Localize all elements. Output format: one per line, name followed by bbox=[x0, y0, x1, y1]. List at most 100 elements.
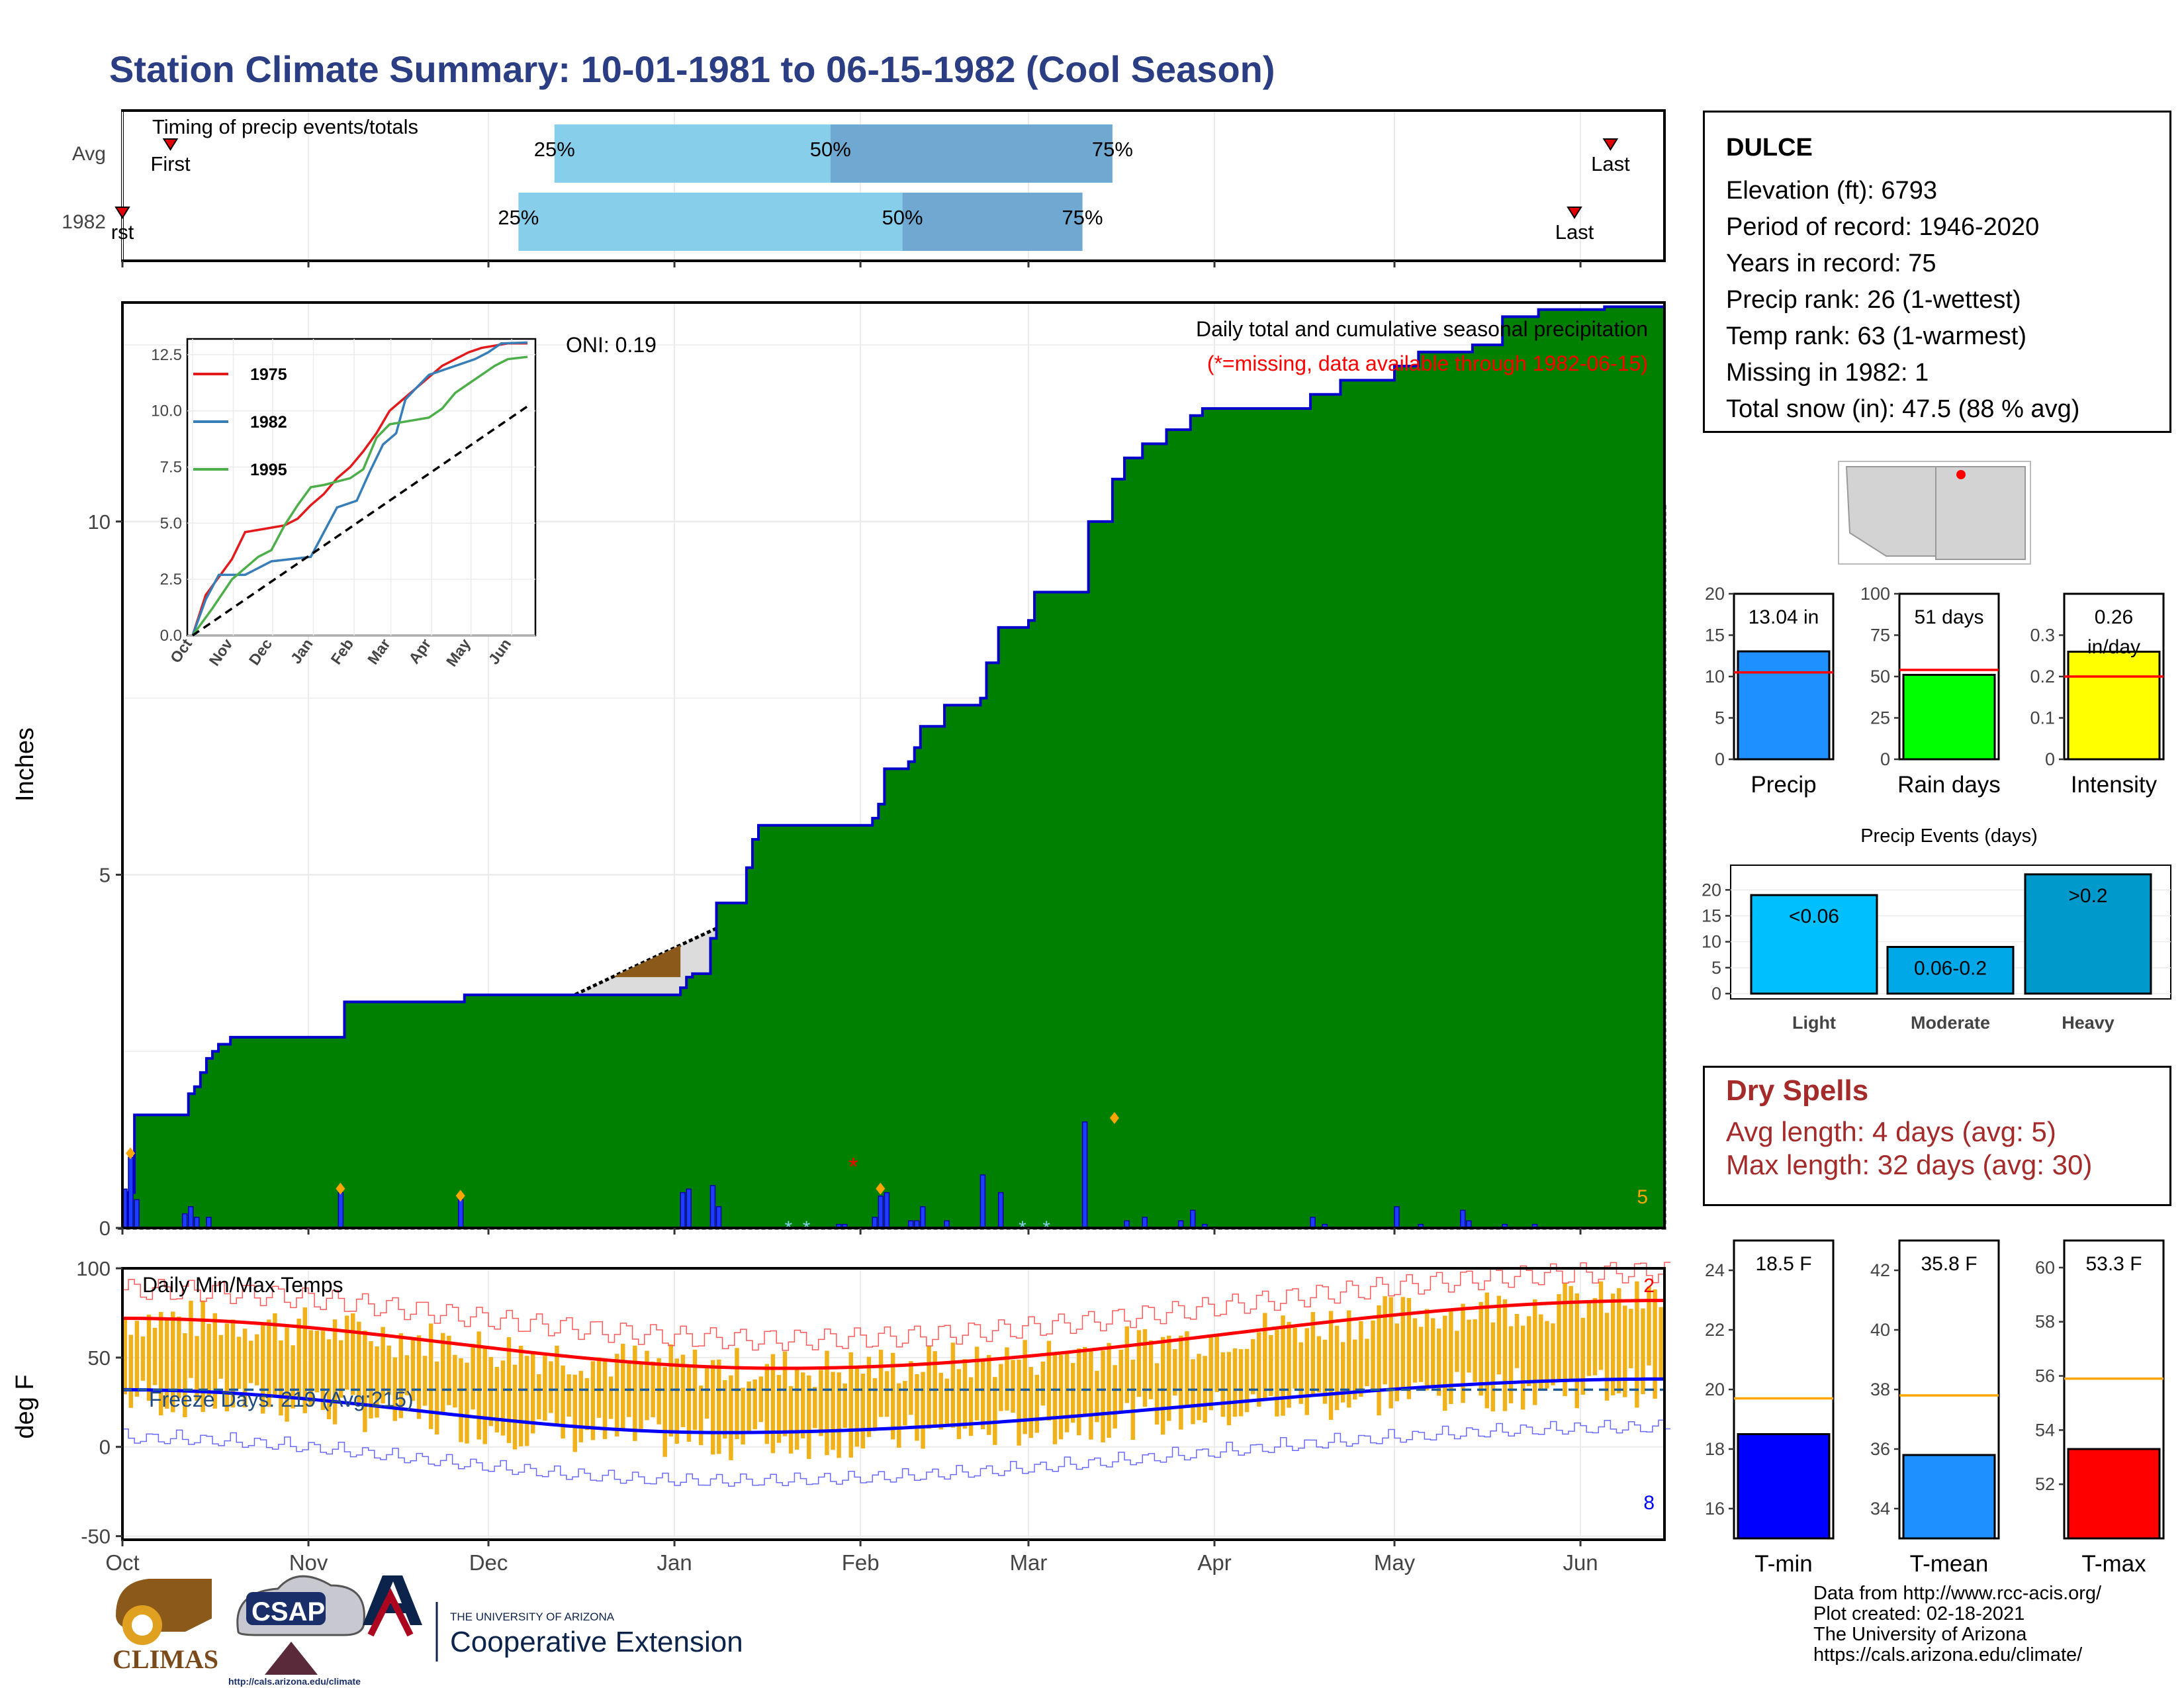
temp-daily-bar bbox=[1160, 1336, 1165, 1435]
temp-daily-bar bbox=[1346, 1310, 1351, 1408]
location-map bbox=[1838, 461, 2031, 565]
temp-y-axis: -50 0 50 100 bbox=[76, 1257, 122, 1548]
temp-daily-bar bbox=[1508, 1326, 1514, 1403]
summary-value-label: 0.26 bbox=[2095, 606, 2133, 628]
station-precip-rank: Precip rank: 26 (1-wettest) bbox=[1726, 286, 2021, 314]
timing-last-marker-label: Last bbox=[1591, 152, 1630, 175]
temp-daily-bar bbox=[441, 1333, 445, 1412]
temp-daily-bar bbox=[1058, 1354, 1064, 1440]
temp-daily-bar bbox=[968, 1377, 974, 1436]
summary-ytick-label: 52 bbox=[2035, 1474, 2055, 1494]
timing-p25-label: 25% bbox=[534, 138, 575, 161]
temp-daily-bar bbox=[296, 1319, 301, 1399]
temp-daily-bar bbox=[884, 1371, 889, 1417]
temp-daily-bar bbox=[1365, 1338, 1369, 1387]
temp-daily-bar bbox=[122, 1319, 127, 1395]
temp-daily-bar bbox=[410, 1340, 416, 1401]
summary-ytick-label: 0.3 bbox=[2030, 626, 2055, 645]
temp-daily-bar bbox=[1130, 1360, 1136, 1440]
temp-daily-bar bbox=[933, 1351, 937, 1425]
temp-daily-bar bbox=[1197, 1354, 1201, 1421]
summary-ytick-label: 5 bbox=[1715, 708, 1725, 728]
temp-daily-bar bbox=[1046, 1340, 1052, 1421]
temp-daily-bar bbox=[1371, 1320, 1375, 1389]
summary-ytick-label: 56 bbox=[2035, 1366, 2055, 1386]
temp-daily-bar bbox=[494, 1367, 500, 1432]
summary-ytick-label: 38 bbox=[1870, 1380, 1890, 1399]
temp-daily-bar bbox=[177, 1316, 181, 1399]
temp-daily-bar bbox=[189, 1300, 193, 1378]
temp-daily-bar bbox=[1328, 1311, 1334, 1420]
temp-daily-bar bbox=[1287, 1321, 1291, 1408]
inset-line-Avg bbox=[192, 405, 529, 637]
temp-daily-bar bbox=[1167, 1335, 1171, 1421]
temp-daily-bar bbox=[363, 1331, 367, 1432]
temp-daily-bar bbox=[717, 1359, 721, 1454]
temp-daily-bar bbox=[1377, 1305, 1381, 1416]
temp-ytick-label: 0 bbox=[99, 1436, 111, 1459]
temp-daily-bar bbox=[692, 1349, 698, 1430]
temp-daily-bar bbox=[308, 1330, 314, 1407]
temp-daily-bar bbox=[488, 1356, 494, 1427]
inset-frame bbox=[186, 338, 537, 637]
temp-daily-bar bbox=[921, 1372, 925, 1449]
dry-spells-title: Dry Spells bbox=[1726, 1074, 1869, 1107]
precip-events-ytick-label: 10 bbox=[1702, 932, 1721, 952]
precip-ylabel: Inches bbox=[11, 727, 39, 802]
csap-url: http://cals.arizona.edu/climate bbox=[228, 1676, 361, 1687]
temp-daily-bar bbox=[465, 1362, 469, 1444]
summary-ytick-label: 50 bbox=[1870, 667, 1890, 686]
temp-daily-bar bbox=[1353, 1339, 1357, 1400]
summary-ytick-label: 75 bbox=[1870, 626, 1890, 645]
temp-daily-bar bbox=[1226, 1352, 1232, 1426]
daily-precip-bar bbox=[686, 1188, 692, 1229]
temp-daily-bar bbox=[567, 1374, 571, 1417]
daily-precip-bar bbox=[872, 1217, 878, 1229]
precip-ytick-label: 0 bbox=[99, 1217, 111, 1240]
temp-daily-bar bbox=[903, 1381, 907, 1426]
temp-daily-bar bbox=[518, 1345, 523, 1446]
temp-daily-bar bbox=[1496, 1295, 1502, 1375]
temp-daily-bar bbox=[1269, 1335, 1273, 1396]
station-info-box: DULCE Elevation (ft): 6793 Period of rec… bbox=[1703, 111, 2171, 433]
temp-daily-bar bbox=[1124, 1326, 1130, 1403]
timing-last-marker bbox=[1567, 207, 1582, 219]
temp-daily-bar bbox=[338, 1340, 343, 1398]
inset-line-1995 bbox=[191, 355, 528, 637]
temp-daily-bar bbox=[980, 1359, 985, 1430]
daily-precip-bar bbox=[979, 1174, 986, 1229]
summary-bar bbox=[1737, 650, 1831, 761]
summary-chart-summary-raindays: 0 25 50 75 100 51 days Rain days bbox=[1860, 584, 2001, 798]
precip-events-ytick-label: 5 bbox=[1711, 958, 1721, 978]
inset-legend-label: 1995 bbox=[250, 461, 287, 479]
temp-daily-bar bbox=[453, 1354, 457, 1408]
temp-daily-bar bbox=[1610, 1293, 1615, 1395]
temp-daily-bar bbox=[512, 1364, 518, 1450]
inset-ytick-label: 2.5 bbox=[160, 571, 182, 588]
timing-first-marker bbox=[114, 207, 130, 219]
temp-corner-lo: 8 bbox=[1643, 1492, 1655, 1514]
timing-p50-label: 50% bbox=[882, 206, 923, 229]
temp-daily-bar bbox=[314, 1331, 320, 1393]
temperature-panel: -50 0 50 100 Oct Nov Dec Jan Feb Mar Apr May Jun Da… bbox=[11, 1257, 1671, 1575]
temp-daily-bar bbox=[1214, 1334, 1220, 1392]
summary-value-label: 53.3 F bbox=[2085, 1253, 2142, 1275]
temp-daily-bar bbox=[1310, 1312, 1316, 1395]
temp-daily-bar bbox=[273, 1313, 277, 1397]
temp-daily-bar bbox=[195, 1336, 199, 1401]
temp-daily-bar bbox=[1142, 1329, 1148, 1407]
temp-daily-bar bbox=[555, 1345, 559, 1427]
ua-logo: THE UNIVERSITY OF ARIZONA Cooperative Ex… bbox=[363, 1575, 743, 1662]
temp-daily-bar bbox=[837, 1372, 841, 1458]
temp-daily-bar bbox=[1083, 1346, 1087, 1416]
temp-daily-bar bbox=[434, 1361, 439, 1434]
temp-daily-bar bbox=[704, 1368, 709, 1419]
temp-daily-bar bbox=[1244, 1348, 1250, 1413]
precip-events-bar bbox=[2024, 873, 2152, 995]
temp-daily-bar bbox=[1359, 1321, 1363, 1397]
cumulative-deficit-area bbox=[614, 945, 681, 978]
temp-title: Daily Min/Max Temps bbox=[142, 1273, 343, 1297]
temp-daily-bar bbox=[1185, 1331, 1189, 1405]
summary-chart-tmean: 34 36 38 40 42 35.8 F T-mean bbox=[1870, 1239, 2000, 1577]
